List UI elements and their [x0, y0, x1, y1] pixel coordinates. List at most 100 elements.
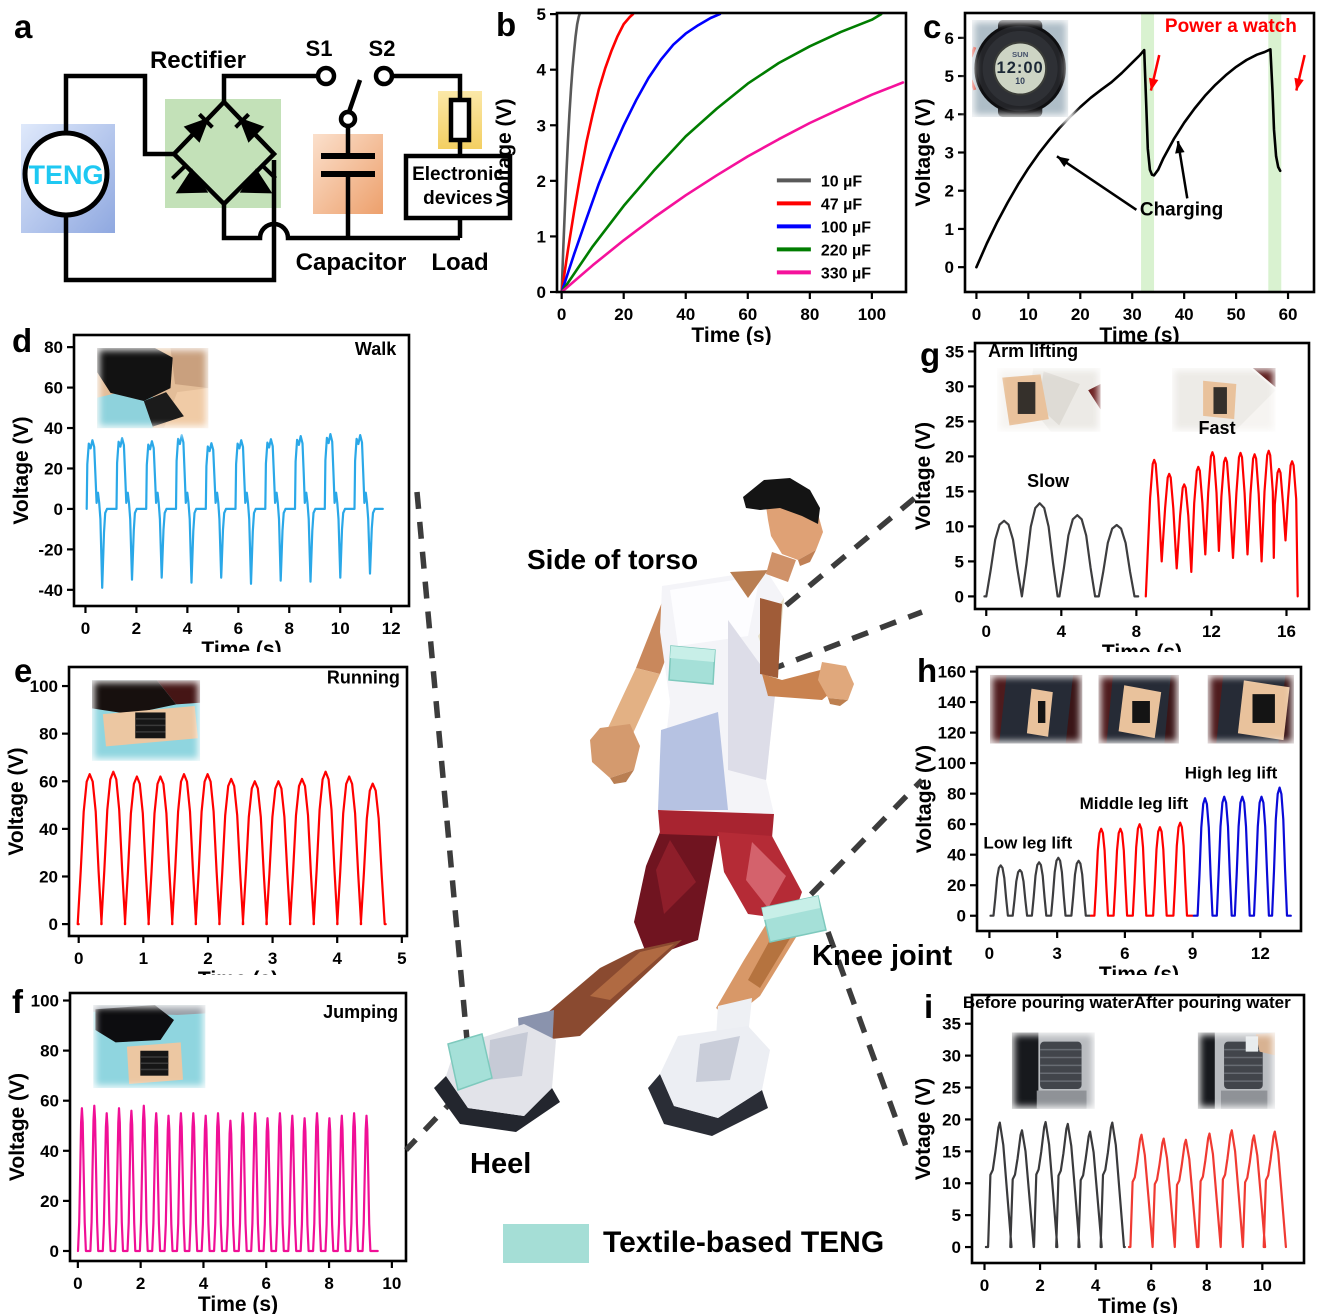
inset-photo-skin-patch: [91, 680, 201, 761]
svg-text:80: 80: [40, 1042, 59, 1061]
annotation-jumping: Jumping: [323, 1002, 398, 1022]
svg-text:330 µF: 330 µF: [821, 265, 871, 282]
svg-text:40: 40: [676, 305, 695, 324]
label-side-of-torso: Side of torso: [527, 544, 699, 575]
series-10-µF: [560, 12, 581, 294]
inset-photo-soft-edge: [1191, 1026, 1282, 1116]
svg-text:2: 2: [537, 172, 546, 191]
x-axis-label: Time (s): [1099, 963, 1179, 975]
runner-shorts: [658, 810, 802, 920]
knee-teng-patch-highlight: [762, 896, 820, 920]
svg-text:6: 6: [1146, 1276, 1155, 1295]
svg-text:4: 4: [537, 61, 547, 80]
svg-text:25: 25: [942, 1079, 961, 1098]
series-walk-voltage-at-heel: [85, 432, 384, 589]
annotation-fast: Fast: [1199, 418, 1236, 438]
switch-s1-label: S1: [306, 36, 333, 61]
inset-photo-soft-edge: [1165, 361, 1283, 439]
annotation-after-pouring-water: After pouring water: [1134, 993, 1291, 1012]
y-axis-label: Voltage (V): [10, 416, 33, 524]
annotation-charging: Charging: [1140, 200, 1223, 221]
plot-frame: [970, 993, 1306, 1265]
svg-text:1: 1: [945, 220, 954, 239]
svg-text:6: 6: [234, 619, 243, 638]
svg-text:40: 40: [40, 1142, 59, 1161]
plot-frame: [72, 333, 411, 608]
svg-text:10: 10: [1015, 76, 1025, 86]
svg-text:120: 120: [938, 724, 966, 743]
annotation-running: Running: [327, 668, 400, 688]
svg-text:20: 20: [947, 876, 966, 895]
svg-text:4: 4: [332, 949, 342, 968]
x-axis-label: Time (s): [1099, 324, 1179, 345]
plot-background: [557, 13, 906, 292]
svg-text:6: 6: [945, 29, 954, 48]
svg-text:15: 15: [942, 1142, 961, 1161]
y-axis-label: Voltage (V): [493, 98, 516, 206]
svg-text:5: 5: [945, 67, 954, 86]
label-heel: Heel: [470, 1148, 532, 1180]
capacitor-symbol: [321, 153, 375, 177]
teng-label: TENG: [28, 160, 103, 190]
inset-photo-knee-dry: [1011, 1032, 1095, 1109]
panel-letter-i: i: [924, 988, 934, 1025]
svg-text:12:00: 12:00: [997, 59, 1044, 77]
svg-text:6: 6: [262, 1274, 271, 1293]
panel-letter-c: c: [923, 8, 942, 45]
chart-svg-b: 0 20 40 60 80 100 0 1 2 3 4 5 Time (s) Voltage (V) 10 …: [493, 5, 908, 347]
svg-text:0: 0: [81, 619, 90, 638]
svg-text:8: 8: [324, 1274, 333, 1293]
series-capacitor-voltage-while-powering-watch: [975, 47, 1282, 269]
axes-ticks: 0 10 20 30 40 50 60 0 1 2 3 4 5 6: [945, 29, 1298, 324]
svg-text:20: 20: [39, 867, 58, 886]
panel-g-arm-lifting-chart: 048121605101520253035Time (s)Voltage (V)…: [912, 330, 1320, 664]
rectifier-label: Rectifier: [150, 47, 246, 74]
series-slow-arm-lifting: [983, 502, 1140, 598]
svg-text:47 µF: 47 µF: [821, 196, 862, 213]
electronic-devices-box: [403, 153, 513, 221]
x-axis-label: Time (s): [691, 324, 771, 345]
series-220-µF: [560, 12, 883, 294]
panel-letter-f: f: [12, 983, 23, 1020]
svg-text:2: 2: [203, 949, 212, 968]
panel-c-watch-powering-chart: 0 10 20 30 40 50 60 0 1 2 3 4 5 6 Time (s) Voltage (V) S…: [912, 0, 1320, 347]
svg-text:40: 40: [39, 820, 58, 839]
inset-photo-heel-textile: [97, 348, 209, 429]
circuit-wires: [63, 73, 463, 283]
svg-text:10: 10: [942, 1174, 961, 1193]
teng-circuit-diagram: TENG Rectifier S1 S2: [21, 36, 513, 283]
svg-text:60: 60: [1279, 305, 1298, 324]
svg-text:100 µF: 100 µF: [821, 219, 871, 236]
svg-text:16: 16: [1277, 622, 1296, 641]
teng-color-swatch: [503, 1224, 589, 1263]
series-high-leg-lift: [1192, 786, 1292, 917]
heel-teng-patch: [447, 1033, 493, 1091]
svg-text:30: 30: [942, 1047, 961, 1066]
load-label: Load: [431, 249, 488, 276]
runner-front-arm: [760, 598, 854, 706]
svg-text:0: 0: [955, 587, 964, 606]
svg-text:60: 60: [40, 1092, 59, 1111]
chart-svg-e: 0 1 2 3 4 5 0 20 40 60 80 100 Time (s) Voltage (V) Run…: [5, 665, 409, 991]
label-knee-joint: Knee joint: [812, 940, 953, 972]
series-jumping-voltage: [76, 1104, 379, 1253]
svg-text:12: 12: [382, 619, 401, 638]
svg-text:0: 0: [945, 258, 954, 277]
inset-photo-soft-edge: [965, 13, 1075, 124]
panel-e-running-chart: 0 1 2 3 4 5 0 20 40 60 80 100 Time (s) Voltage (V) Run…: [0, 645, 436, 991]
panel-b-capacitor-charging-chart: 0 20 40 60 80 100 0 1 2 3 4 5 Time (s) Voltage (V) 10 …: [490, 0, 922, 347]
electronic-devices-label-1: Electronic: [412, 164, 504, 185]
annotation-low-leg-lift: Low leg lift: [983, 834, 1072, 853]
svg-text:0: 0: [985, 944, 994, 963]
svg-text:160: 160: [938, 663, 966, 682]
rectifier-bridge: [170, 98, 278, 208]
switch-s1-terminal: [315, 65, 337, 87]
annotation-arm-lifting: Arm lifting: [988, 341, 1078, 361]
load-resistor: [448, 97, 472, 143]
capacitor-label: Capacitor: [296, 249, 407, 276]
svg-text:10 µF: 10 µF: [821, 173, 862, 190]
svg-text:0: 0: [980, 1276, 989, 1295]
svg-text:80: 80: [947, 785, 966, 804]
